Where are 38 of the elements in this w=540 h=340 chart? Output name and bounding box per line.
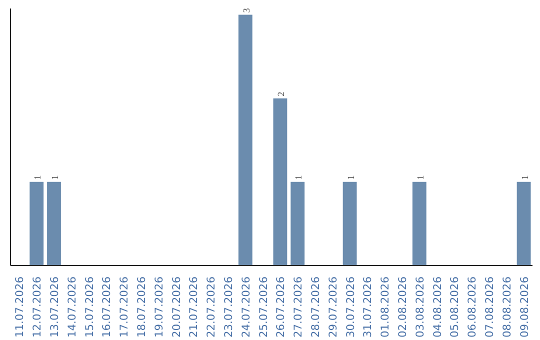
x-tick-label: 30.07.2026 bbox=[344, 276, 357, 338]
x-tick-label: 20.07.2026 bbox=[170, 276, 183, 338]
x-tick-label: 02.08.2026 bbox=[396, 276, 409, 338]
x-tick-label: 08.08.2026 bbox=[500, 276, 514, 338]
x-tick-label: 03.08.2026 bbox=[413, 276, 426, 338]
x-tick-label: 22.07.2026 bbox=[204, 276, 218, 338]
data-label: 1 bbox=[346, 174, 357, 180]
x-tick-label: 06.08.2026 bbox=[466, 276, 479, 338]
x-tick-label: 24.07.2026 bbox=[239, 276, 252, 338]
x-tick-label: 27.07.2026 bbox=[292, 276, 305, 338]
x-tick-label: 09.08.2026 bbox=[518, 276, 531, 338]
x-tick-label: 28.07.2026 bbox=[309, 276, 322, 338]
x-tick-label: 07.08.2026 bbox=[483, 276, 496, 338]
data-label: 3 bbox=[242, 8, 252, 13]
x-tick-label: 14.07.2026 bbox=[65, 276, 78, 338]
x-tick-label: 31.07.2026 bbox=[361, 276, 374, 338]
x-tick-label: 23.07.2026 bbox=[222, 276, 235, 338]
data-label: 1 bbox=[34, 174, 44, 180]
x-tick-label: 17.07.2026 bbox=[118, 276, 131, 338]
x-tick-label: 11.07.2026 bbox=[13, 276, 26, 338]
x-tick-label: 25.07.2026 bbox=[256, 276, 270, 338]
x-tick-label: 26.07.2026 bbox=[274, 276, 288, 338]
x-tick-label: 19.07.2026 bbox=[152, 276, 166, 338]
data-label: 1 bbox=[294, 174, 305, 180]
data-label: 1 bbox=[51, 174, 61, 180]
x-tick-label: 18.07.2026 bbox=[135, 276, 148, 338]
x-tick-label: 12.07.2026 bbox=[30, 276, 44, 338]
x-tick-label: 05.08.2026 bbox=[448, 276, 462, 338]
x-tick-label: 16.07.2026 bbox=[100, 276, 114, 338]
x-tick-label: 13.07.2026 bbox=[48, 276, 61, 338]
data-label: 1 bbox=[416, 174, 426, 180]
x-tick-label: 01.08.2026 bbox=[378, 276, 392, 338]
data-label: 1 bbox=[520, 174, 531, 180]
x-tick-label: 21.07.2026 bbox=[187, 276, 200, 338]
data-label: 2 bbox=[277, 91, 288, 96]
x-tick-label: 29.07.2026 bbox=[326, 276, 340, 338]
x-tick-label: 04.08.2026 bbox=[430, 276, 444, 338]
x-tick-label: 15.07.2026 bbox=[82, 276, 96, 338]
